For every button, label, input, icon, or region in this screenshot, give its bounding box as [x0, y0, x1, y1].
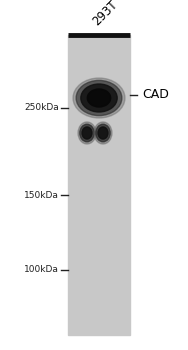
Ellipse shape	[98, 127, 108, 139]
Ellipse shape	[73, 78, 125, 118]
Bar	[68, 35, 130, 335]
Text: 150kDa: 150kDa	[24, 190, 59, 199]
Ellipse shape	[76, 80, 122, 116]
Ellipse shape	[81, 84, 117, 112]
Text: 100kDa: 100kDa	[24, 266, 59, 274]
Ellipse shape	[94, 122, 112, 144]
Ellipse shape	[80, 124, 94, 142]
Text: CAD: CAD	[142, 89, 169, 101]
Text: 293T: 293T	[90, 0, 120, 28]
Ellipse shape	[82, 127, 92, 139]
Ellipse shape	[78, 122, 96, 144]
Ellipse shape	[87, 89, 111, 107]
Text: 250kDa: 250kDa	[24, 104, 59, 112]
Ellipse shape	[96, 124, 110, 142]
